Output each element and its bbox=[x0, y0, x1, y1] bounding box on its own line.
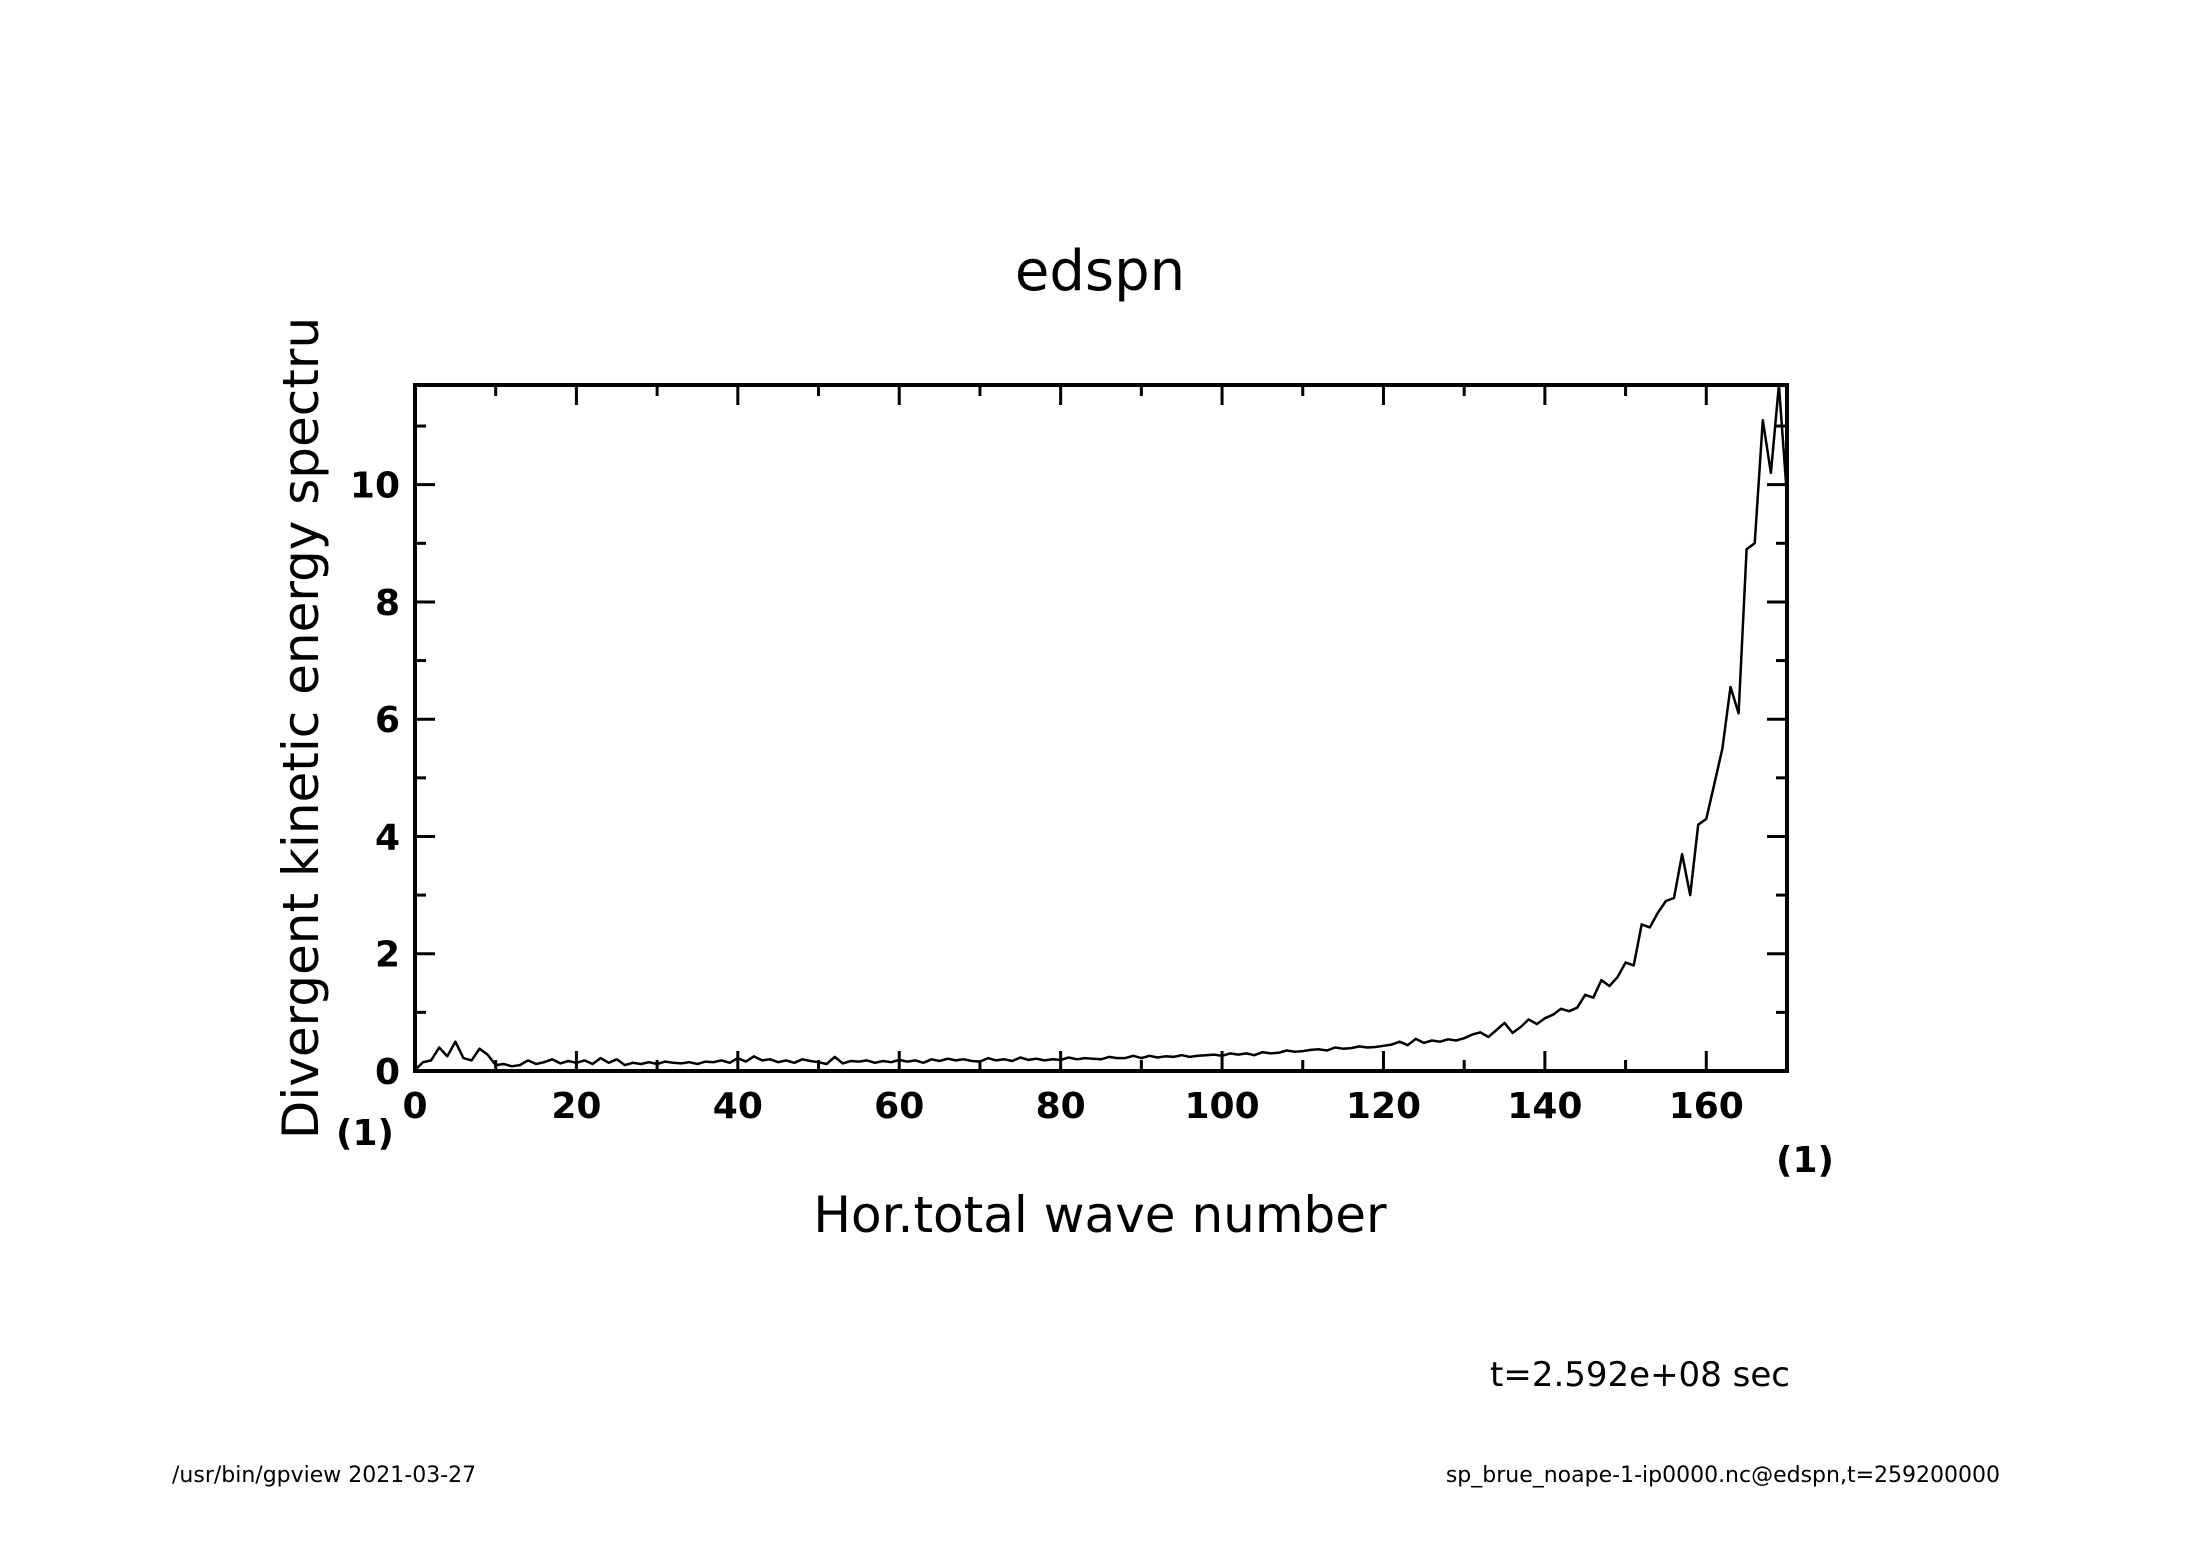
chart-title: edspn bbox=[1015, 239, 1185, 304]
y-tick-label: 8 bbox=[375, 583, 400, 624]
footer-left: /usr/bin/gpview 2021-03-27 bbox=[172, 1463, 476, 1488]
footer-right: sp_brue_noape-1-ip0000.nc@edspn,t=259200… bbox=[1446, 1463, 2000, 1488]
y-tick-label: 4 bbox=[375, 817, 400, 858]
y-tick-label: 10 bbox=[350, 466, 400, 507]
x-tick-label: 20 bbox=[551, 1086, 601, 1127]
x-unit-label: (1) bbox=[336, 1113, 394, 1154]
y-axis-label: Divergent kinetic energy spectru bbox=[272, 317, 330, 1139]
x-tick-label: 0 bbox=[402, 1086, 427, 1127]
axis-ticks bbox=[413, 385, 1789, 1073]
x-tick-label: 100 bbox=[1184, 1086, 1259, 1127]
plot-frame bbox=[413, 383, 1789, 1073]
y-unit-label: (1) bbox=[1776, 1140, 1834, 1181]
y-tick-label: 0 bbox=[375, 1052, 400, 1093]
series-line bbox=[414, 383, 1789, 1071]
x-tick-label: 160 bbox=[1669, 1086, 1744, 1127]
time-annotation: t=2.592e+08 sec bbox=[1490, 1355, 1790, 1395]
x-tick-label: 80 bbox=[1036, 1086, 1086, 1127]
y-tick-label: 6 bbox=[375, 700, 400, 741]
x-tick-label: 40 bbox=[713, 1086, 763, 1127]
x-tick-label: 140 bbox=[1507, 1086, 1582, 1127]
x-tick-label: 60 bbox=[874, 1086, 924, 1127]
x-tick-label: 120 bbox=[1346, 1086, 1421, 1127]
plot-area: 0 20 40 60 80 100 120 140 160 0 2 4 6 8 10 bbox=[350, 383, 1789, 1127]
y-tick-label: 2 bbox=[375, 935, 400, 976]
x-axis-label: Hor.total wave number bbox=[813, 1186, 1387, 1244]
axis-tick-labels: 0 20 40 60 80 100 120 140 160 0 2 4 6 8 10 bbox=[350, 466, 1744, 1127]
